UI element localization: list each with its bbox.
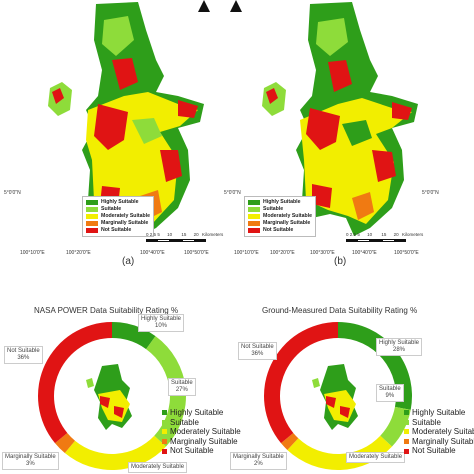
- legend-row: Suitable: [86, 206, 150, 213]
- map-panel-a: 5°0'0"N Highly Suitable Suitable Moderat…: [4, 0, 224, 260]
- swatch-moderately-suitable: [248, 214, 260, 219]
- donut-chart-nasa: [38, 322, 186, 470]
- scale-labels-b: 0 2.5 5 10 15 20 Kilometers: [346, 232, 424, 237]
- map-caption-b: (b): [334, 256, 347, 267]
- swatch-highly-suitable: [86, 200, 98, 205]
- callout-marginally-suitable: Marginally Suitable 3%: [2, 452, 59, 470]
- legend-row: Highly Suitable: [86, 199, 150, 206]
- swatch-suitable: [248, 207, 260, 212]
- map-legend-b: Highly Suitable Suitable Moderately Suit…: [244, 196, 317, 237]
- slice-suitable: [380, 406, 411, 447]
- callout-marginally-suitable: Marginally Suitable 2%: [230, 452, 287, 470]
- slice-highly-suitable: [112, 322, 156, 350]
- lon-tick-a-3: 100°40'0"E: [140, 250, 165, 256]
- callout-not-suitable: Not Suitable 36%: [4, 346, 43, 364]
- slice-not-suitable: [264, 322, 338, 444]
- slice-marginally-suitable: [280, 432, 299, 450]
- swatch-suitable: [86, 207, 98, 212]
- scale-bar-b: [346, 239, 407, 242]
- legend-row: Suitable: [248, 206, 312, 213]
- north-arrow-icon: [230, 0, 242, 12]
- suitability-map-a: [48, 2, 204, 236]
- callout-highly-suitable: Highly Suitable 28%: [376, 338, 423, 356]
- lon-tick-a-2: 100°20'0"E: [66, 250, 91, 256]
- swatch-not-suitable: [248, 228, 260, 233]
- legend-row: Not Suitable: [248, 227, 312, 234]
- swatch-highly-suitable: [248, 200, 260, 205]
- legend-row: Not Suitable: [86, 227, 150, 234]
- donut-title-nasa: NASA POWER Data Suitability Rating %: [34, 306, 179, 315]
- legend-row: Moderately Suitable: [86, 213, 150, 220]
- legend-row: Moderately Suitable: [248, 213, 312, 220]
- slice-not-suitable: [38, 322, 112, 444]
- lon-tick-b-2: 100°20'0"E: [270, 250, 295, 256]
- lon-tick-a-1: 100°10'0"E: [20, 250, 45, 256]
- lat-tick-b-right: 5°0'0"N: [422, 190, 439, 196]
- lon-tick-b-5: 100°50'0"E: [394, 250, 419, 256]
- lat-tick-a: 5°0'0"N: [4, 190, 21, 196]
- center-map-thumbnail: [312, 364, 358, 430]
- scale-labels-a: 0 2.5 5 10 15 20 Kilometers: [146, 232, 224, 237]
- lon-tick-b-1: 100°10'0"E: [234, 250, 259, 256]
- map-caption-a: (a): [122, 256, 135, 267]
- donut-legend-ground: Highly Suitable Suitable Moderately Suit…: [404, 408, 474, 456]
- slice-marginally-suitable: [54, 432, 76, 454]
- lon-tick-b-3: 100°30'0"E: [310, 250, 335, 256]
- swatch-marginally-suitable: [86, 221, 98, 226]
- callout-suitable: Suitable 9%: [376, 384, 404, 402]
- suitability-map-b: [262, 2, 418, 236]
- map-legend-a: Highly Suitable Suitable Moderately Suit…: [82, 196, 155, 237]
- slice-moderately-suitable: [64, 435, 166, 470]
- lon-tick-a-4: 100°50'0"E: [184, 250, 209, 256]
- callout-moderately-suitable: Moderately Suitable: [346, 452, 406, 463]
- swatch-not-suitable: [86, 228, 98, 233]
- lat-tick-b-left: 5°0'0"N: [224, 190, 241, 196]
- legend-row: Marginally Suitable: [86, 220, 150, 227]
- legend-row: Marginally Suitable: [248, 220, 312, 227]
- legend-row: Highly Suitable: [248, 199, 312, 206]
- callout-moderately-suitable: Moderately Suitable: [128, 462, 188, 473]
- scale-bar-a: [146, 239, 207, 242]
- center-map-thumbnail: [86, 364, 132, 430]
- swatch-marginally-suitable: [248, 221, 260, 226]
- map-panel-b: 5°0'0"N 5°0'0"N Highly Suitable Suitable…: [224, 0, 439, 260]
- north-arrow-icon: [198, 0, 210, 12]
- donut-legend-nasa: Highly Suitable Suitable Moderately Suit…: [162, 408, 241, 456]
- slice-suitable: [146, 336, 186, 447]
- callout-highly-suitable: Highly Suitable 10%: [138, 314, 185, 332]
- callout-suitable: Suitable 27%: [168, 378, 196, 396]
- lon-tick-b-4: 100°40'0"E: [352, 250, 377, 256]
- swatch-moderately-suitable: [86, 214, 98, 219]
- callout-not-suitable: Not Suitable 36%: [238, 342, 277, 360]
- donut-title-ground: Ground-Measured Data Suitability Rating …: [262, 306, 418, 315]
- slice-highly-suitable: [338, 322, 412, 410]
